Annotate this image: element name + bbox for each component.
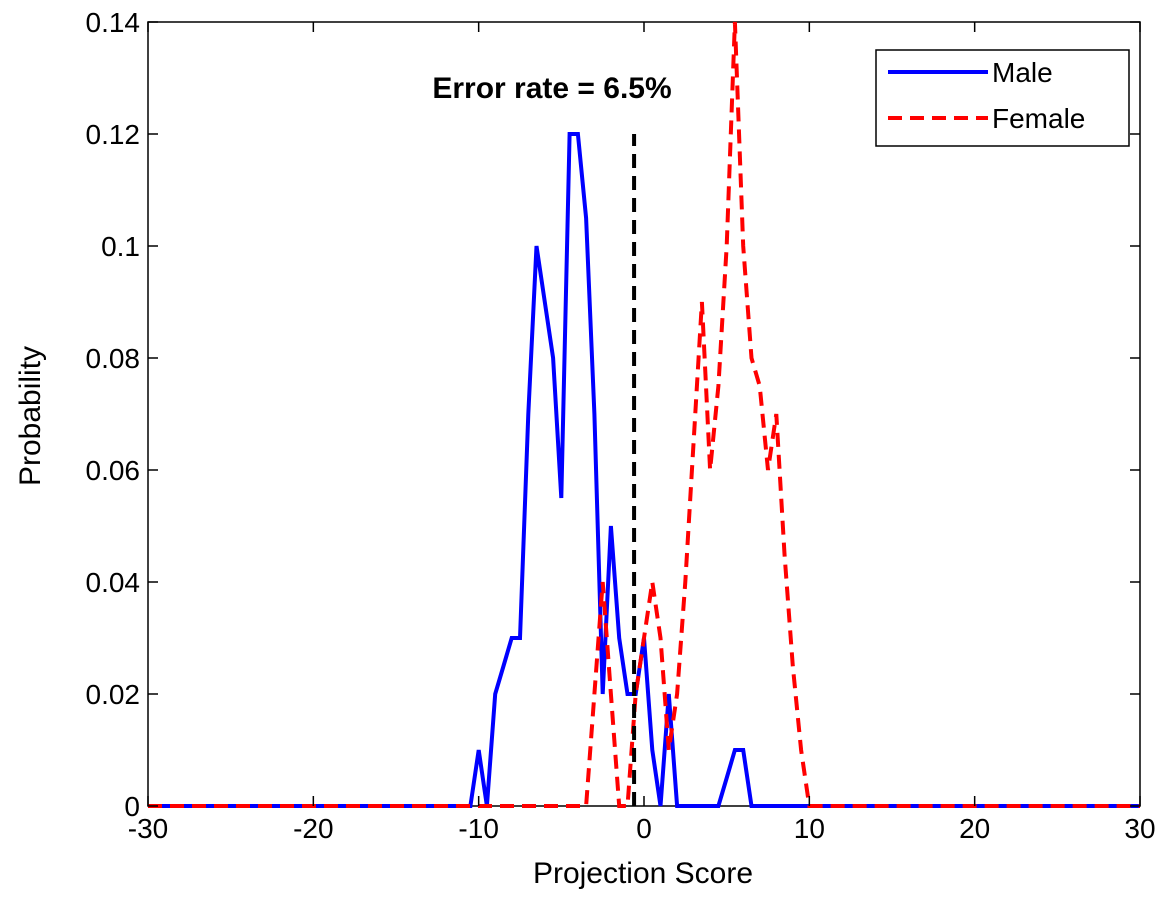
x-tick-label: 20 <box>959 813 990 844</box>
series-layer <box>148 21 1140 808</box>
y-tick-label: 0.12 <box>86 119 141 150</box>
x-tick-label: 30 <box>1124 813 1155 844</box>
ticks-layer: -30 -20 -10 0 10 20 30 0 0.02 0.04 0.06 0.08 0.1 0.12… <box>86 7 1156 844</box>
legend-female-label: Female <box>992 103 1085 134</box>
y-tick-label: 0.1 <box>101 231 140 262</box>
y-tick-label: 0.14 <box>86 7 141 38</box>
y-tick-label: 0.04 <box>86 567 141 598</box>
x-tick-label: -30 <box>128 813 168 844</box>
legend: Male Female <box>875 49 1130 147</box>
x-tick-label: -10 <box>458 813 498 844</box>
series-line-male <box>148 132 1140 808</box>
y-tick-label: 0 <box>124 791 140 822</box>
x-tick-label: 10 <box>794 813 825 844</box>
error-rate-annotation: Error rate = 6.5% <box>432 72 671 105</box>
x-axis-label: Projection Score <box>533 857 753 890</box>
legend-box <box>875 49 1130 147</box>
series-line-female <box>148 21 1140 808</box>
y-axis-label: Probability <box>14 346 47 486</box>
y-tick-label: 0.02 <box>86 679 141 710</box>
y-tick-label: 0.08 <box>86 343 141 374</box>
x-tick-label: 0 <box>636 813 652 844</box>
legend-male-label: Male <box>992 57 1053 88</box>
y-tick-label: 0.06 <box>86 455 141 486</box>
x-tick-label: -20 <box>293 813 333 844</box>
